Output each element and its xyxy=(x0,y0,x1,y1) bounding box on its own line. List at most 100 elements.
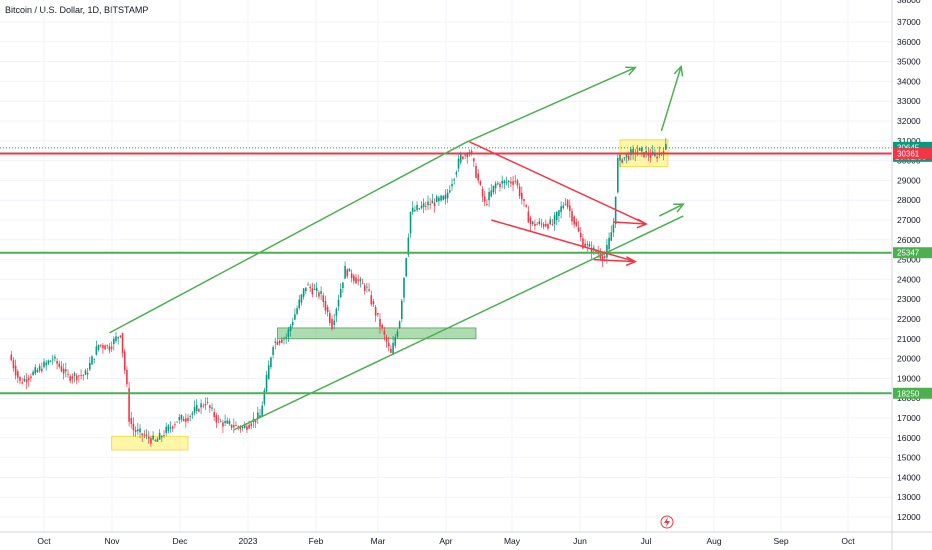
candle-body xyxy=(281,339,283,343)
candle-body xyxy=(58,363,61,367)
candle-body xyxy=(483,196,486,202)
price-badge-label: 30361 xyxy=(897,149,920,158)
candle-body xyxy=(381,324,383,329)
candle-body xyxy=(121,332,124,354)
candle-body xyxy=(390,348,392,353)
x-tick-label: Aug xyxy=(706,536,721,546)
candle-body xyxy=(97,344,100,350)
candle-body xyxy=(270,357,272,368)
candle-body xyxy=(494,183,497,189)
candle-body xyxy=(307,284,309,286)
candle-body xyxy=(540,223,543,225)
candle-body xyxy=(551,223,554,225)
candle-body xyxy=(289,325,292,332)
candle-body xyxy=(254,420,257,423)
candle-body xyxy=(575,221,578,226)
candle-body xyxy=(514,180,517,182)
lightning-icon[interactable] xyxy=(660,515,674,529)
candle-body xyxy=(27,377,30,381)
candle-body xyxy=(405,258,407,277)
x-tick-label: Nov xyxy=(104,536,120,546)
candle-body xyxy=(10,354,13,361)
green-trend-line xyxy=(233,215,684,431)
y-tick-label: 13000 xyxy=(897,492,921,502)
candle-body xyxy=(588,244,591,247)
candle-body xyxy=(564,204,567,205)
candle-body xyxy=(401,300,403,319)
candle-body xyxy=(117,337,119,339)
y-tick-label: 25000 xyxy=(897,255,921,265)
candle-body xyxy=(632,148,634,154)
candle-body xyxy=(156,439,159,442)
candle-body xyxy=(233,425,235,428)
candle-body xyxy=(91,356,93,365)
price-badge xyxy=(893,147,932,159)
candle-body xyxy=(477,173,479,181)
candle-body xyxy=(355,277,357,284)
candle-body xyxy=(518,186,521,197)
candle-body xyxy=(73,373,76,376)
candle-body xyxy=(128,388,130,422)
candle-body xyxy=(414,210,416,212)
x-tick-label: May xyxy=(504,536,521,546)
candles xyxy=(10,138,667,448)
candle-body xyxy=(102,345,104,349)
candle-body xyxy=(625,154,628,158)
candle-body xyxy=(372,301,375,305)
x-tick-label: Jul xyxy=(641,536,652,546)
candle-body xyxy=(363,285,366,291)
candle-body xyxy=(180,415,183,420)
y-tick-label: 15000 xyxy=(897,453,921,463)
candle-body xyxy=(36,370,39,372)
candle-body xyxy=(558,210,560,217)
y-tick-label: 24000 xyxy=(897,274,921,284)
y-tick-label: 38000 xyxy=(897,0,921,5)
x-tick-label: Jun xyxy=(573,536,587,546)
candle-body xyxy=(176,421,178,423)
candle-body xyxy=(137,429,139,432)
candle-body xyxy=(527,211,530,223)
green-trend-line xyxy=(109,142,466,334)
y-tick-label: 22000 xyxy=(897,314,921,324)
candle-body xyxy=(357,279,359,281)
candle-body xyxy=(446,192,449,199)
candle-body xyxy=(492,185,495,193)
green-arrow-head xyxy=(673,64,684,77)
candle-body xyxy=(641,147,643,152)
candle-body xyxy=(573,216,575,225)
y-tick-label: 37000 xyxy=(897,17,921,27)
candle-body xyxy=(283,338,285,340)
candle-body xyxy=(80,375,82,376)
candle-body xyxy=(431,200,434,204)
candle-body xyxy=(239,426,242,430)
candle-body xyxy=(342,282,344,288)
candle-body xyxy=(110,346,113,349)
candle-body xyxy=(429,204,431,205)
candle-body xyxy=(621,159,623,163)
candle-body xyxy=(263,390,266,404)
candle-body xyxy=(409,211,412,234)
candle-body xyxy=(595,250,597,253)
candle-body xyxy=(62,368,65,374)
candle-body xyxy=(265,374,268,392)
candle-body xyxy=(65,369,67,372)
candle-body xyxy=(143,434,146,436)
candle-body xyxy=(213,412,215,417)
green-zone xyxy=(277,327,477,340)
candle-body xyxy=(490,190,493,197)
candle-body xyxy=(224,421,226,424)
green-arrow xyxy=(464,66,636,144)
candle-body xyxy=(656,156,658,159)
candle-body xyxy=(119,335,122,337)
candle-body xyxy=(505,182,508,183)
candle-body xyxy=(60,366,63,372)
candle-body xyxy=(67,373,69,375)
price-badge-label: 18250 xyxy=(897,389,920,398)
candle-body xyxy=(241,427,244,429)
candle-body xyxy=(636,151,639,153)
candle-body xyxy=(51,359,54,361)
candle-body xyxy=(200,403,202,408)
green-arrow-head xyxy=(673,203,685,213)
